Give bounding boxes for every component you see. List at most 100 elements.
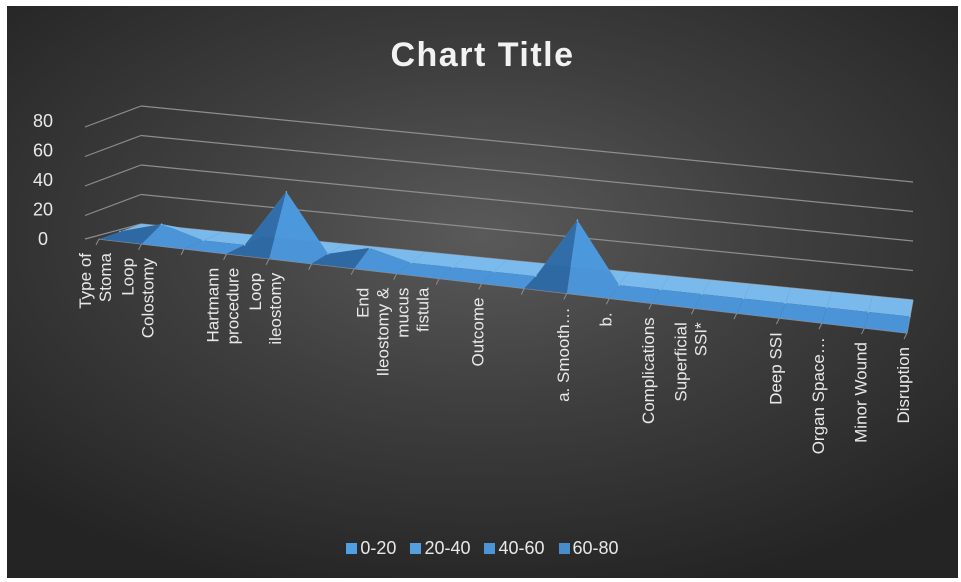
x-axis-ticks: Type of Stoma Loop Colostomy Hartmann procedu… <box>76 238 913 454</box>
x-tick-mark <box>95 238 100 246</box>
x-tick-label-line: ileostomy <box>266 272 285 344</box>
x-tick-label-line: Stoma <box>96 252 115 302</box>
x-tick-label: Loop Colostomy <box>119 257 158 338</box>
legend-entry: 20-40 <box>410 538 470 559</box>
x-tick-label-line: Type of <box>76 253 95 309</box>
x-tick-label-line: b. <box>596 312 615 326</box>
x-tick-mark <box>648 303 653 310</box>
gridline <box>140 193 914 272</box>
data-point <box>243 244 246 246</box>
surface-facet <box>618 272 670 290</box>
x-tick-label-line: fistula <box>414 287 433 332</box>
x-tick-label: b. <box>596 312 615 326</box>
data-point <box>576 219 579 222</box>
x-tick-mark <box>180 248 185 256</box>
x-tick-label-line: Colostomy <box>139 257 158 338</box>
x-tick-mark <box>350 268 355 275</box>
x-tick-label-line: Outcome <box>469 298 488 367</box>
surface-facet <box>694 294 744 314</box>
surface-facet <box>481 271 536 289</box>
surface-facet <box>99 224 162 244</box>
surface-facet <box>396 262 453 279</box>
x-tick-mark <box>435 278 440 285</box>
surface-facet <box>609 285 661 304</box>
x-tick-label: Disruption <box>894 347 913 424</box>
surface-facet <box>494 260 548 277</box>
data-point <box>160 223 163 225</box>
x-tick-label: Superficial SSI* <box>671 322 710 402</box>
data-point <box>701 293 703 295</box>
x-tick-label-line: Ileostomy & <box>374 287 393 376</box>
x-tick-label: Hartmann procedure <box>204 268 243 345</box>
x-tick-mark <box>861 327 865 335</box>
x-tick-mark <box>605 298 610 305</box>
legend-label: 0-20 <box>360 538 397 558</box>
x-tick-label: Organ Space… <box>809 337 828 454</box>
gridline <box>140 164 914 242</box>
data-point <box>909 315 911 318</box>
y-tick-label: 80 <box>33 111 53 131</box>
x-tick-label-line: Loop <box>119 258 138 296</box>
legend-entry: 0-20 <box>346 538 396 559</box>
x-tick-label: a. Smooth… <box>554 307 573 402</box>
surface-facet <box>184 240 245 254</box>
x-tick-label-line: Complications <box>639 317 658 424</box>
surface-facet <box>660 276 710 295</box>
x-tick-label-line: Disruption <box>894 347 913 424</box>
surface-facet <box>161 224 223 241</box>
x-tick-mark <box>308 263 313 270</box>
chart-title: Chart Title <box>390 36 575 74</box>
surface-facet <box>311 248 370 269</box>
x-tick-mark <box>478 283 483 290</box>
y-tick-label: 0 <box>38 229 48 249</box>
x-tick-label: End Ileostomy & mucus fistula <box>354 287 433 376</box>
surface-facet <box>226 191 287 259</box>
legend-label: 20-40 <box>424 538 471 558</box>
gridline <box>140 134 914 213</box>
legend: 0-20 20-40 40-60 60-80 <box>7 538 958 559</box>
surface-facet <box>141 224 204 249</box>
x-tick-mark <box>903 332 908 340</box>
x-tick-mark <box>818 322 823 330</box>
x-tick-label-line: End <box>354 288 373 318</box>
surface-facet <box>354 248 412 274</box>
x-tick-mark <box>265 258 270 266</box>
data-point <box>368 247 371 249</box>
surface-facet <box>736 298 786 319</box>
surface-facet <box>702 280 751 299</box>
x-tick-label-line: Superficial <box>671 322 690 401</box>
data-point <box>119 230 121 233</box>
data-point <box>659 288 662 291</box>
gridline-side <box>84 134 142 158</box>
surface-facet <box>411 252 467 268</box>
x-tick-label-line: SSI* <box>691 322 710 356</box>
surface-facet <box>452 256 507 272</box>
surface-facet <box>327 244 385 254</box>
y-tick-label: 40 <box>33 170 53 190</box>
data-point <box>867 311 870 313</box>
data-point <box>202 239 204 242</box>
x-tick-mark <box>223 253 228 261</box>
x-tick-label-line: Deep SSI <box>766 332 785 405</box>
x-tick-mark <box>690 308 695 315</box>
surface-facet <box>826 292 873 313</box>
data-point <box>742 297 745 300</box>
legend-entry: 60-80 <box>558 538 619 559</box>
legend-label: 60-80 <box>572 538 619 558</box>
x-tick-label: Outcome <box>469 298 488 367</box>
x-tick-mark <box>563 293 568 300</box>
surface-facet <box>743 284 792 304</box>
surface-facet <box>439 267 495 284</box>
data-point <box>826 306 828 309</box>
x-tick-label-line: procedure <box>224 268 243 345</box>
gridline-side <box>84 193 142 217</box>
x-tick-label-line: Hartmann <box>204 268 223 343</box>
data-point <box>493 270 496 273</box>
legend-swatch <box>410 543 422 554</box>
surface-facet <box>864 312 910 333</box>
x-tick-mark <box>393 273 398 280</box>
data-point <box>410 262 412 264</box>
legend-entry: 40-60 <box>484 538 545 559</box>
x-tick-label: Type of Stoma <box>76 252 115 308</box>
data-point <box>784 302 787 304</box>
